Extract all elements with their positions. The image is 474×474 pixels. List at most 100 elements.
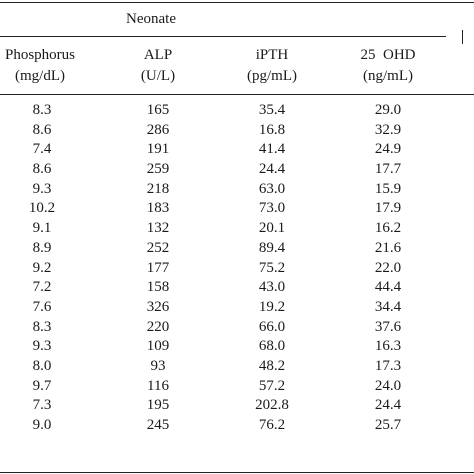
table-row: 8.0 93 48.2 17.3 <box>0 357 474 377</box>
ipth-cell: 57.2 <box>258 377 286 394</box>
ipth-cell: 63.0 <box>258 180 286 197</box>
ohd-cell: 16.3 <box>374 338 402 355</box>
alp-cell: 109 <box>146 338 170 355</box>
table-row: 7.3 195 202.8 24.4 <box>0 396 474 416</box>
ipth-cell: 20.1 <box>258 220 286 237</box>
alp-cell: 191 <box>146 141 170 158</box>
alp-cell: 220 <box>146 318 170 335</box>
ohd-cell: 16.2 <box>374 220 402 237</box>
table-row: 9.0 245 76.2 25.7 <box>0 416 474 436</box>
table-row: 9.2 177 75.2 22.0 <box>0 259 474 279</box>
alp-cell: 259 <box>146 161 170 178</box>
column-header-phosphorus: Phosphorus (mg/dL) <box>0 45 94 87</box>
column-header-name: Phosphorus <box>4 47 75 63</box>
ohd-cell: 25.7 <box>374 417 402 433</box>
column-header-name: 25 OHD <box>360 47 416 63</box>
phosphorus-cell: 9.3 <box>32 180 52 197</box>
table-row: 7.6 326 19.2 34.4 <box>0 298 474 318</box>
ipth-cell: 89.4 <box>258 239 286 256</box>
table-row: 9.3 109 68.0 16.3 <box>0 337 474 357</box>
ohd-cell: 22.0 <box>374 259 402 276</box>
ohd-cell: 37.6 <box>374 318 402 335</box>
alp-cell: 116 <box>147 377 169 394</box>
ipth-cell: 75.2 <box>258 259 286 276</box>
group-rule <box>0 36 446 37</box>
ohd-cell: 17.9 <box>374 200 402 217</box>
alp-cell: 165 <box>146 102 170 118</box>
ipth-cell: 73.0 <box>258 200 286 217</box>
alp-cell: 177 <box>146 259 170 276</box>
column-header-unit: (ng/mL) <box>363 68 413 84</box>
phosphorus-cell: 8.0 <box>32 357 52 374</box>
alp-cell: 245 <box>146 417 170 433</box>
phosphorus-cell: 9.7 <box>32 377 52 394</box>
column-header-unit: (pg/mL) <box>247 68 297 84</box>
alp-cell: 195 <box>146 397 170 414</box>
ohd-cell: 34.4 <box>374 298 402 315</box>
ipth-cell: 76.2 <box>258 417 286 433</box>
column-header-25ohd: 25 OHD (ng/mL) <box>344 45 432 87</box>
alp-cell: 326 <box>146 298 170 315</box>
column-header-unit: (U/L) <box>140 68 176 84</box>
table-row: 7.2 158 43.0 44.4 <box>0 278 474 298</box>
ohd-cell: 44.4 <box>374 279 402 296</box>
table-row: 7.4 191 41.4 24.9 <box>0 140 474 160</box>
ohd-cell: 17.7 <box>374 161 402 178</box>
ipth-cell: 68.0 <box>258 338 286 355</box>
table-row: 9.3 218 63.0 15.9 <box>0 180 474 200</box>
ipth-cell: 43.0 <box>258 279 286 296</box>
phosphorus-cell: 8.3 <box>32 318 52 335</box>
alp-cell: 252 <box>146 239 170 256</box>
phosphorus-cell: 7.4 <box>32 141 52 158</box>
ohd-cell: 24.9 <box>374 141 402 158</box>
phosphorus-cell: 8.3 <box>32 102 52 118</box>
ipth-cell: 48.2 <box>258 357 286 374</box>
top-rule <box>0 2 474 3</box>
ipth-cell: 24.4 <box>258 161 286 178</box>
table-body: 8.3 165 35.4 29.0 8.6 286 16.8 32.9 7.4 191 41.4… <box>0 101 474 436</box>
edge-border <box>462 30 463 44</box>
alp-cell: 132 <box>146 220 170 237</box>
alp-cell: 158 <box>146 279 170 296</box>
phosphorus-cell: 9.1 <box>32 220 52 237</box>
alp-cell: 286 <box>146 121 170 138</box>
group-title: Neonate <box>126 11 176 27</box>
phosphorus-cell: 7.6 <box>32 298 52 315</box>
ipth-cell: 19.2 <box>258 298 286 315</box>
bottom-rule <box>0 472 474 473</box>
table-row: 10.2 183 73.0 17.9 <box>0 199 474 219</box>
ipth-cell: 35.4 <box>258 102 286 118</box>
ipth-cell: 202.8 <box>255 397 289 414</box>
ohd-cell: 29.0 <box>374 102 402 118</box>
ipth-cell: 41.4 <box>258 141 286 158</box>
column-header-ipth: iPTH (pg/mL) <box>228 45 316 87</box>
table-row: 8.6 259 24.4 17.7 <box>0 160 474 180</box>
phosphorus-cell: 8.6 <box>32 121 52 138</box>
header-rule <box>0 94 474 95</box>
ohd-cell: 21.6 <box>374 239 402 256</box>
ohd-cell: 32.9 <box>374 121 402 138</box>
phosphorus-cell: 8.9 <box>32 239 52 256</box>
ipth-cell: 66.0 <box>258 318 286 335</box>
phosphorus-cell: 10.2 <box>28 200 56 217</box>
column-header-name: ALP <box>143 47 173 63</box>
ohd-cell: 15.9 <box>374 180 402 197</box>
table-row: 8.3 220 66.0 37.6 <box>0 318 474 338</box>
table-row: 9.7 116 57.2 24.0 <box>0 377 474 397</box>
alp-cell: 93 <box>150 357 166 374</box>
ipth-cell: 16.8 <box>258 121 286 138</box>
phosphorus-cell: 9.3 <box>32 338 52 355</box>
column-header-alp: ALP (U/L) <box>120 45 196 87</box>
column-header-unit: (mg/dL) <box>15 68 65 84</box>
alp-cell: 218 <box>146 180 170 197</box>
alp-cell: 183 <box>146 200 170 217</box>
column-header-name: iPTH <box>255 47 289 63</box>
table-row: 8.9 252 89.4 21.6 <box>0 239 474 259</box>
table-row: 8.6 286 16.8 32.9 <box>0 121 474 141</box>
phosphorus-cell: 9.0 <box>32 417 52 433</box>
phosphorus-cell: 7.2 <box>32 279 52 296</box>
table-row: 9.1 132 20.1 16.2 <box>0 219 474 239</box>
phosphorus-cell: 9.2 <box>32 259 52 276</box>
phosphorus-cell: 8.6 <box>32 161 52 178</box>
ohd-cell: 24.4 <box>374 397 402 414</box>
